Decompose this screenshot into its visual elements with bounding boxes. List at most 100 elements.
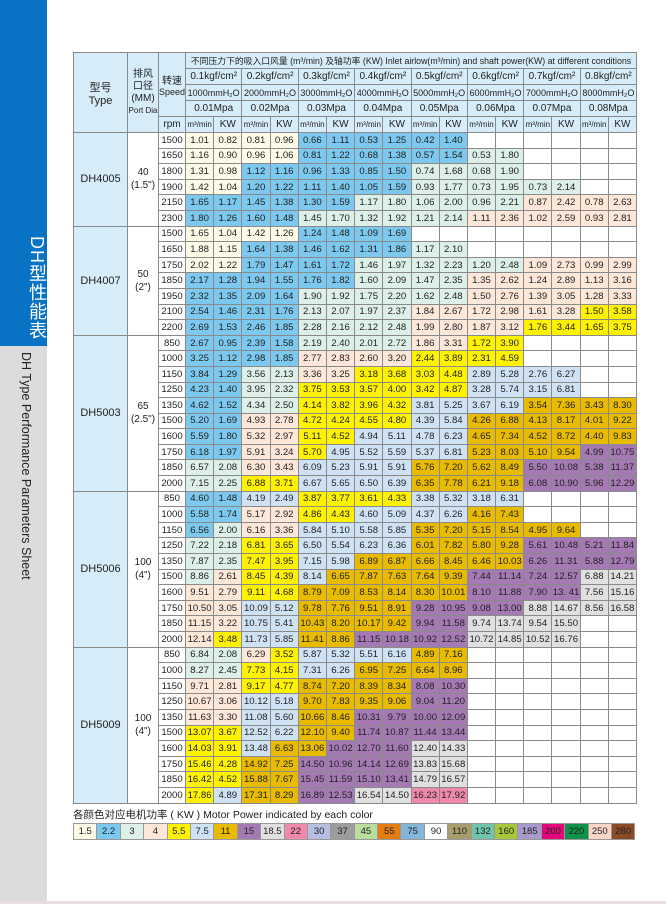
port-inch: (2.5") bbox=[130, 414, 156, 426]
table-row: 1350 7.87 2.35 7.47 3.95 7.15 5.98 6.89 6.87 6.66… bbox=[74, 553, 638, 570]
shaft-power-value: 6.26 bbox=[438, 506, 468, 523]
rpm-value: 1250 bbox=[158, 537, 186, 555]
sidebar-accent-block bbox=[0, 0, 47, 346]
shaft-power-value: 9.54 bbox=[551, 443, 581, 461]
airflow-value: 4.62 bbox=[184, 397, 215, 414]
shaft-power-value bbox=[607, 334, 638, 352]
table-row: 1350 4.62 1.52 4.34 2.50 4.14 3.82 3.96 4.32 3.81… bbox=[74, 397, 638, 414]
airflow-value: 9.71 bbox=[184, 677, 215, 695]
airflow-value bbox=[523, 786, 553, 804]
rpm-value: 1600 bbox=[158, 584, 186, 601]
shaft-power-value bbox=[551, 334, 581, 352]
shaft-power-value: 4.95 bbox=[325, 443, 356, 461]
shaft-power-value: 1.15 bbox=[213, 241, 243, 258]
shaft-power-value: 5.84 bbox=[438, 412, 468, 430]
airflow-value: 8.79 bbox=[297, 584, 327, 601]
unit-flow-header: m³/min bbox=[241, 116, 271, 133]
airflow-value bbox=[579, 147, 609, 165]
shaft-power-value: 3.43 bbox=[269, 459, 299, 477]
airflow-value: 3.15 bbox=[523, 381, 553, 399]
shaft-power-value: 2.48 bbox=[438, 287, 468, 305]
airflow-value: 1.88 bbox=[184, 241, 215, 258]
airflow-value bbox=[579, 646, 609, 664]
shaft-power-value: 3.33 bbox=[607, 287, 638, 305]
airflow-value: 3.18 bbox=[354, 365, 384, 383]
shaft-power-value: 1.80 bbox=[382, 194, 412, 211]
legend-swatch-7-5: 7.5 bbox=[190, 824, 215, 839]
shaft-power-value: 7.63 bbox=[382, 568, 412, 586]
shaft-power-value: 1.53 bbox=[213, 319, 243, 336]
airflow-value: 4.52 bbox=[523, 428, 553, 445]
shaft-power-value: 5.10 bbox=[325, 521, 356, 539]
airflow-value: 2.46 bbox=[241, 319, 271, 336]
shaft-power-value: 0.82 bbox=[213, 132, 243, 149]
shaft-power-value: 13.74 bbox=[495, 615, 525, 632]
model-type: DH4005 bbox=[73, 132, 128, 227]
airflow-value: 2.69 bbox=[184, 319, 215, 336]
shaft-power-value: 1.59 bbox=[325, 194, 356, 211]
airflow-value: 4.78 bbox=[410, 428, 440, 445]
shaft-power-value bbox=[495, 724, 525, 742]
airflow-value: 1.11 bbox=[466, 209, 497, 227]
type-header-en: Type bbox=[88, 94, 113, 107]
shaft-power-value: 2.79 bbox=[213, 584, 243, 601]
shaft-power-value: 1.28 bbox=[213, 272, 243, 289]
airflow-value: 1.87 bbox=[466, 319, 497, 336]
shaft-power-value: 10.08 bbox=[551, 459, 581, 477]
airflow-value: 3.28 bbox=[466, 381, 497, 399]
shaft-power-value: 2.61 bbox=[213, 568, 243, 586]
airflow-value: 1.35 bbox=[466, 272, 497, 289]
airflow-value: 1.42 bbox=[241, 225, 271, 243]
airflow-value: 2.77 bbox=[297, 350, 327, 367]
shaft-power-value bbox=[607, 365, 638, 383]
legend-swatch-3: 3 bbox=[120, 824, 145, 839]
airflow-value: 0.96 bbox=[466, 194, 497, 211]
shaft-power-value: 1.22 bbox=[325, 147, 356, 165]
shaft-power-value bbox=[607, 646, 638, 664]
airflow-value: 9.28 bbox=[410, 599, 440, 617]
shaft-power-value: 2.97 bbox=[269, 428, 299, 445]
shaft-power-value: 4.89 bbox=[213, 786, 243, 804]
unit-flow-header: m³/min bbox=[466, 116, 497, 133]
shaft-power-value: 2.83 bbox=[325, 350, 356, 367]
airflow-value: 2.32 bbox=[184, 287, 215, 305]
rpm-value: 1150 bbox=[158, 521, 186, 539]
shaft-power-value: 2.18 bbox=[213, 537, 243, 555]
airflow-value: 0.73 bbox=[466, 178, 497, 196]
shaft-power-value: 4.80 bbox=[382, 412, 412, 430]
airflow-value: 5.70 bbox=[297, 443, 327, 461]
airflow-value: 0.66 bbox=[297, 132, 327, 149]
pressure-mmh2o-header: 5000mmH₂O bbox=[410, 84, 468, 101]
shaft-power-value: 10.95 bbox=[438, 599, 468, 617]
shaft-power-value: 3.44 bbox=[551, 319, 581, 336]
airflow-value: 5.20 bbox=[184, 412, 215, 430]
airflow-value: 6.09 bbox=[297, 459, 327, 477]
legend-swatch-5-5: 5.5 bbox=[167, 824, 191, 839]
airflow-value bbox=[523, 646, 553, 664]
airflow-value: 4.60 bbox=[184, 490, 215, 508]
rpm-value: 1650 bbox=[158, 147, 186, 165]
airflow-value: 2.19 bbox=[297, 334, 327, 352]
airflow-value: 16.42 bbox=[184, 771, 215, 788]
unit-kw-header: KW bbox=[607, 116, 638, 133]
shaft-power-value: 3.67 bbox=[213, 724, 243, 742]
conditions-title: 不同压力下的吸入口风量 (m³/min) 及轴功率 (KW) Inlet air… bbox=[184, 52, 638, 69]
shaft-power-value: 2.99 bbox=[607, 256, 638, 274]
shaft-power-value: 13. 41 bbox=[551, 584, 581, 601]
airflow-value bbox=[579, 163, 609, 180]
shaft-power-value: 1.48 bbox=[213, 490, 243, 508]
rpm-value: 1350 bbox=[158, 397, 186, 414]
table-row: 1650 1.88 1.15 1.64 1.38 1.46 1.62 1.31 1.86 1.17… bbox=[74, 241, 638, 258]
shaft-power-value: 7.36 bbox=[551, 397, 581, 414]
airflow-value bbox=[579, 225, 609, 243]
airflow-value: 5.38 bbox=[579, 459, 609, 477]
shaft-power-value: 1.48 bbox=[325, 225, 356, 243]
shaft-power-value: 4.00 bbox=[382, 381, 412, 399]
shaft-power-value: 6.65 bbox=[325, 568, 356, 586]
shaft-power-value: 11.58 bbox=[438, 615, 468, 632]
shaft-power-value: 8.17 bbox=[551, 412, 581, 430]
shaft-power-value: 1.22 bbox=[213, 256, 243, 274]
airflow-value: 9.04 bbox=[410, 693, 440, 710]
airflow-value: 10.92 bbox=[410, 631, 440, 648]
airflow-value: 8.86 bbox=[184, 568, 215, 586]
